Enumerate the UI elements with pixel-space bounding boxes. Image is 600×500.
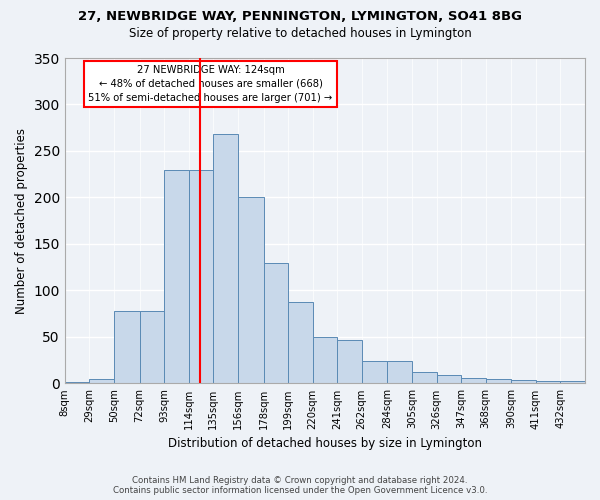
Text: Size of property relative to detached houses in Lymington: Size of property relative to detached ho… (128, 28, 472, 40)
Bar (337, 340, 362, 384)
Bar (362, 361, 388, 384)
Bar (164, 170, 189, 384)
Bar (511, 380, 536, 384)
Bar (89, 379, 114, 384)
X-axis label: Distribution of detached houses by size in Lymington: Distribution of detached houses by size … (168, 437, 482, 450)
Text: Contains HM Land Registry data © Crown copyright and database right 2024.
Contai: Contains HM Land Registry data © Crown c… (113, 476, 487, 495)
Bar (461, 378, 485, 384)
Bar (388, 361, 412, 384)
Bar (140, 311, 164, 384)
Bar (560, 380, 585, 384)
Bar (313, 337, 337, 384)
Bar (189, 170, 213, 384)
Bar (437, 375, 461, 384)
Bar (263, 262, 288, 384)
Bar (536, 380, 560, 384)
Y-axis label: Number of detached properties: Number of detached properties (15, 128, 28, 314)
Bar (238, 196, 263, 384)
Text: 27 NEWBRIDGE WAY: 124sqm
← 48% of detached houses are smaller (668)
51% of semi-: 27 NEWBRIDGE WAY: 124sqm ← 48% of detach… (88, 64, 332, 102)
Bar (114, 311, 140, 384)
Bar (485, 379, 511, 384)
Text: 27, NEWBRIDGE WAY, PENNINGTON, LYMINGTON, SO41 8BG: 27, NEWBRIDGE WAY, PENNINGTON, LYMINGTON… (78, 10, 522, 23)
Bar (65, 382, 89, 384)
Bar (412, 372, 437, 384)
Bar (288, 302, 313, 384)
Bar (213, 134, 238, 384)
